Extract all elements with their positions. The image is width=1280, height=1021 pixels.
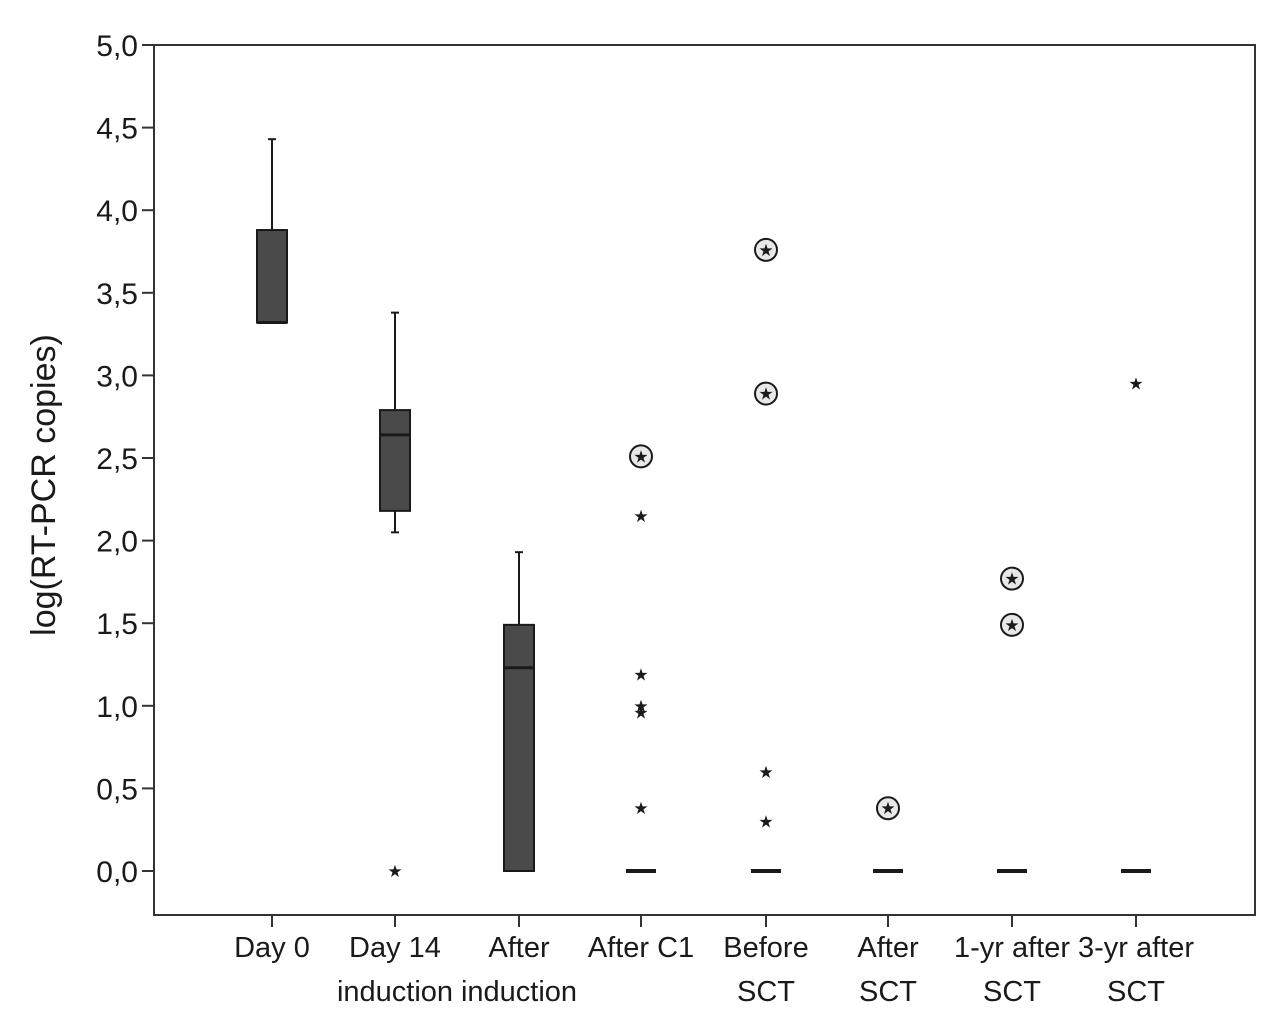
- box-0: [256, 138, 288, 325]
- x-tick-label: Before: [723, 932, 808, 964]
- outlier-circle: [754, 381, 778, 406]
- y-tick-label: 2,5: [96, 443, 138, 476]
- box-1: [379, 311, 411, 534]
- y-tick-label: 4,0: [96, 195, 138, 228]
- outlier-star: ★: [633, 697, 648, 717]
- y-tick-label: 1,0: [96, 691, 138, 724]
- outlier-series: ★★★★★★★★★★★★★★★: [387, 237, 1144, 882]
- x-tick-label: 3-yr after: [1078, 932, 1194, 964]
- outlier-point: ★: [633, 697, 648, 717]
- x-tick-label-line2: induction: [461, 976, 577, 1008]
- x-tick-label-line2: SCT: [983, 976, 1041, 1008]
- outlier-point: ★: [758, 812, 773, 832]
- extreme-outlier-point: ★: [754, 381, 778, 406]
- outlier-point: ★: [758, 763, 773, 783]
- y-tick-label: 1,5: [96, 608, 138, 641]
- outlier-star: ★: [758, 812, 773, 832]
- x-tick-label: 1-yr after: [954, 932, 1070, 964]
- outlier-star: ★: [633, 447, 648, 467]
- y-axis: 0,0 0,5 1,0 1,5 2,0 2,5 3,0 3,5 4,0 4,5 5,0: [96, 30, 154, 889]
- outlier-star: ★: [1004, 570, 1019, 590]
- outlier-circle: [1000, 566, 1024, 591]
- x-tick-label-line2: induction: [337, 976, 453, 1008]
- outlier-circle: [629, 444, 653, 469]
- y-tick-label: 3,0: [96, 360, 138, 393]
- y-axis-label: log(RT-PCR copies): [25, 334, 63, 636]
- x-axis: Day 0 Day 14 induction After induction After …: [234, 915, 1194, 1008]
- outlier-point: ★: [633, 703, 648, 723]
- outlier-star: ★: [758, 763, 773, 783]
- outlier-point: ★: [633, 799, 648, 819]
- outlier-star: ★: [633, 703, 648, 723]
- iqr-box: [256, 229, 288, 324]
- outlier-star: ★: [758, 385, 773, 405]
- y-tick-label: 3,5: [96, 278, 138, 311]
- y-tick-label: 2,0: [96, 526, 138, 559]
- x-tick-label-line2: SCT: [737, 976, 795, 1008]
- box-2: [503, 551, 535, 872]
- outlier-star: ★: [387, 862, 402, 882]
- extreme-outlier-point: ★: [1000, 566, 1024, 591]
- outlier-star: ★: [1128, 375, 1143, 395]
- outlier-circle: [876, 796, 900, 821]
- extreme-outlier-point: ★: [754, 237, 778, 262]
- box-series: [256, 138, 1151, 873]
- outlier-point: ★: [633, 665, 648, 685]
- outlier-star: ★: [880, 799, 895, 819]
- iqr-box: [379, 409, 411, 512]
- x-tick-label: After: [488, 932, 550, 964]
- outlier-star: ★: [758, 241, 773, 261]
- y-tick-label: 0,5: [96, 773, 138, 806]
- extreme-outlier-point: ★: [876, 796, 900, 821]
- extreme-outlier-point: ★: [1000, 612, 1024, 637]
- x-tick-label: Day 14: [349, 932, 441, 964]
- x-tick-label: After: [857, 932, 919, 964]
- outlier-star: ★: [1004, 616, 1019, 636]
- plot-frame: [153, 44, 1256, 916]
- iqr-box: [503, 623, 535, 872]
- outlier-point: ★: [1128, 375, 1143, 395]
- x-tick-label-line2: SCT: [859, 976, 917, 1008]
- outlier-star: ★: [633, 507, 648, 527]
- outlier-point: ★: [633, 507, 648, 527]
- outlier-point: ★: [387, 862, 402, 882]
- outlier-star: ★: [633, 665, 648, 685]
- outlier-circle: [754, 237, 778, 262]
- y-tick-label: 5,0: [96, 30, 138, 63]
- outlier-star: ★: [633, 799, 648, 819]
- y-tick-label: 0,0: [96, 856, 138, 889]
- x-tick-label: After C1: [588, 932, 694, 964]
- extreme-outlier-point: ★: [629, 444, 653, 469]
- y-tick-label: 4,5: [96, 113, 138, 146]
- x-tick-label: Day 0: [234, 932, 310, 964]
- outlier-circle: [1000, 612, 1024, 637]
- x-tick-label-line2: SCT: [1107, 976, 1165, 1008]
